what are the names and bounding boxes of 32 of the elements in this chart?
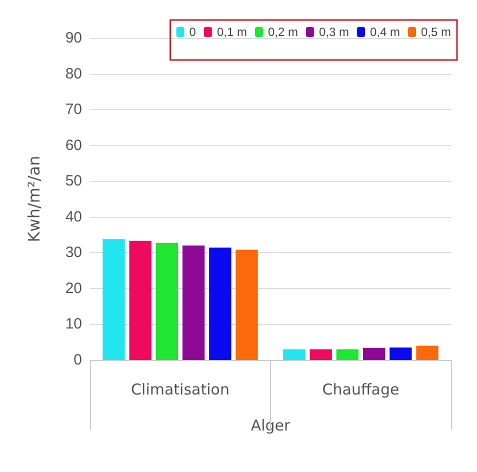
legend-label: 0,2 m <box>268 25 298 39</box>
y-tick-label: 20 <box>65 280 82 297</box>
y-tick-label: 80 <box>65 65 82 82</box>
legend-label: 0,4 m <box>370 25 400 39</box>
y-tick-label: 30 <box>65 244 82 262</box>
bar <box>209 248 232 360</box>
bar <box>102 239 125 360</box>
bar <box>390 347 412 360</box>
y-tick-label: 40 <box>65 208 82 226</box>
bar <box>283 349 306 360</box>
x-axis-title: Alger <box>250 416 291 434</box>
y-axis-title: Kwh/m²/an <box>24 156 44 242</box>
bar <box>416 346 438 360</box>
bar <box>129 240 152 360</box>
bar <box>236 250 258 360</box>
bar <box>310 349 332 360</box>
y-tick-label: 70 <box>65 101 82 118</box>
y-tick-label: 0 <box>74 352 82 368</box>
y-tick-label: 60 <box>65 136 82 154</box>
bar <box>182 246 205 360</box>
legend-label: 0 <box>189 25 196 39</box>
y-tick-label: 50 <box>65 172 82 190</box>
legend-label: 0,1 m <box>216 25 247 39</box>
legend-label: 0,3 m <box>318 25 349 39</box>
y-tick-label: 90 <box>65 30 82 46</box>
bar <box>336 349 359 360</box>
x-tick-label: Climatisation <box>131 380 230 398</box>
legend-label: 0,5 m <box>420 25 452 39</box>
bar <box>156 243 178 360</box>
x-tick-label: Chauffage <box>322 380 400 398</box>
y-tick-label: 10 <box>65 316 82 333</box>
bar <box>362 348 386 360</box>
